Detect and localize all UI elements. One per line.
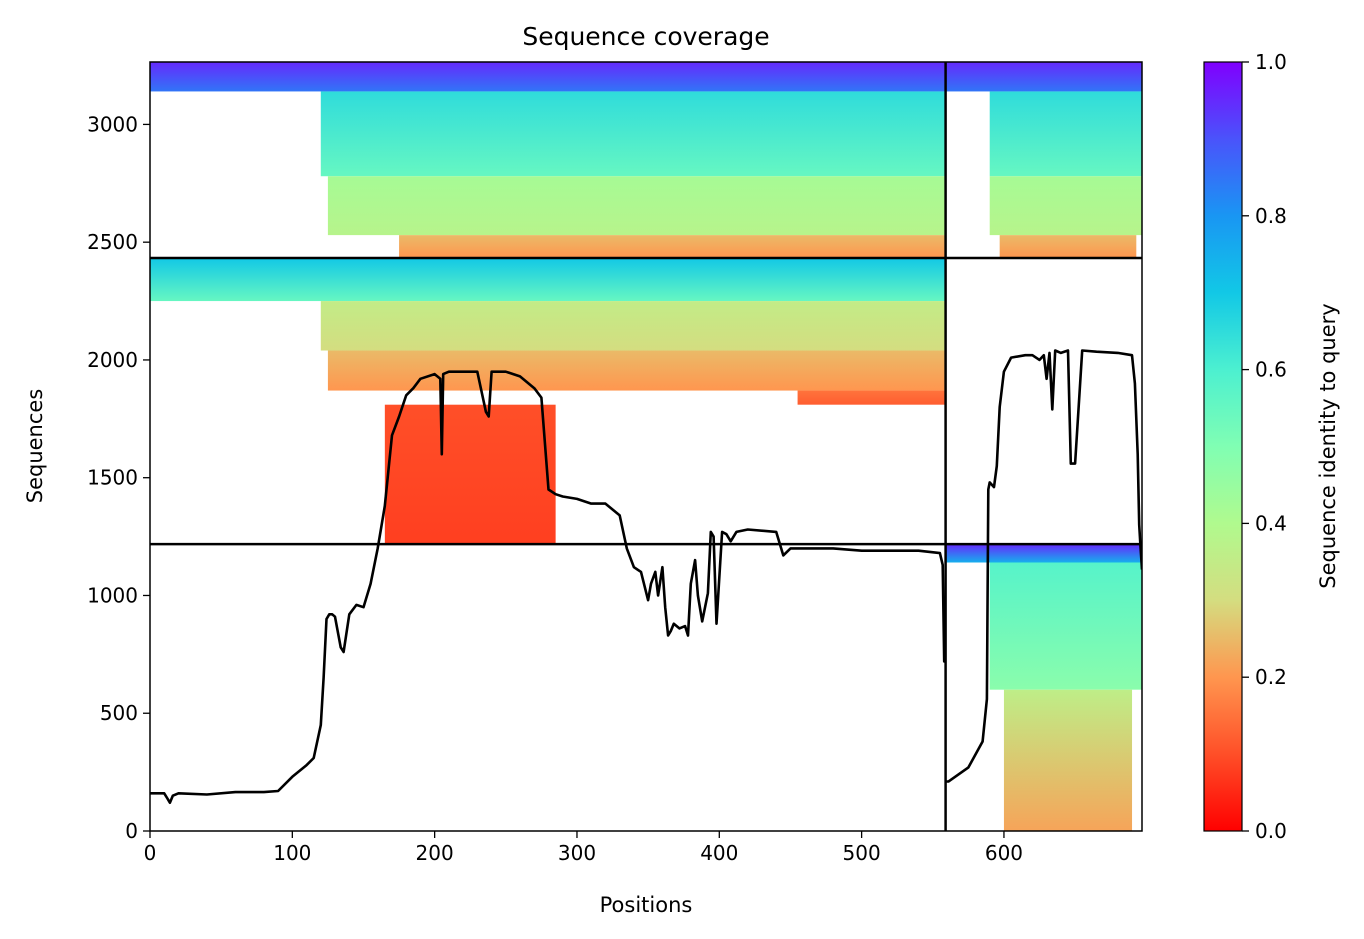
coverage-band [1003, 689, 1133, 831]
y-tick-label: 1500 [87, 466, 138, 490]
colorbar-gradient [1203, 61, 1243, 832]
coverage-band [989, 91, 1142, 177]
x-tick-label: 500 [843, 841, 881, 865]
block-dividers [150, 62, 1142, 831]
colorbar-tick-label: 0.0 [1255, 819, 1287, 843]
coverage-band [327, 176, 946, 236]
colorbar-tick-label: 1.0 [1255, 50, 1287, 74]
x-tick-label: 0 [144, 841, 157, 865]
x-axis-label: Positions [600, 893, 693, 917]
plot-area [150, 62, 1142, 831]
y-axis: 0 500 1000 1500 2000 2500 3000 [87, 112, 150, 843]
colorbar-tick-label: 0.4 [1255, 511, 1287, 535]
coverage-heatmap [150, 62, 1142, 831]
y-tick-label: 500 [100, 701, 138, 725]
colorbar-axis: 0.0 0.2 0.4 0.6 0.8 1.0 [1242, 50, 1287, 843]
coverage-band [989, 176, 1142, 236]
x-tick-label: 300 [558, 841, 596, 865]
coverage-line-segment [945, 349, 1142, 783]
x-tick-label: 200 [416, 841, 454, 865]
coverage-band [327, 350, 946, 391]
y-axis-label: Sequences [23, 389, 47, 504]
y-tick-label: 2000 [87, 348, 138, 372]
coverage-band [320, 91, 946, 177]
x-tick-label: 400 [700, 841, 738, 865]
coverage-band [999, 235, 1137, 258]
colorbar-label: Sequence identity to query [1316, 303, 1340, 588]
colorbar-tick-label: 0.6 [1255, 358, 1287, 382]
coverage-band [399, 235, 946, 258]
coverage-band [384, 404, 556, 545]
x-axis: 0 100 200 300 400 500 600 [144, 831, 1023, 865]
colorbar-tick-label: 0.2 [1255, 665, 1287, 689]
coverage-band [150, 257, 946, 302]
coverage-band [989, 562, 1142, 690]
y-tick-label: 0 [125, 819, 138, 843]
y-tick-label: 1000 [87, 583, 138, 607]
y-tick-label: 2500 [87, 230, 138, 254]
coverage-line [150, 349, 1142, 805]
coverage-band [320, 301, 946, 351]
coverage-band [150, 62, 946, 92]
coverage-band [945, 544, 1142, 563]
plot-frame [149, 61, 1143, 832]
chart-title: Sequence coverage [522, 22, 769, 51]
colorbar: 0.0 0.2 0.4 0.6 0.8 1.0 Sequence identity to … [1203, 50, 1340, 843]
coverage-band [945, 62, 1142, 92]
colorbar-tick-label: 0.8 [1255, 204, 1287, 228]
y-tick-label: 3000 [87, 112, 138, 136]
x-tick-label: 600 [985, 841, 1023, 865]
coverage-band [797, 390, 946, 405]
x-tick-label: 100 [273, 841, 311, 865]
coverage-line-segment [150, 370, 946, 805]
